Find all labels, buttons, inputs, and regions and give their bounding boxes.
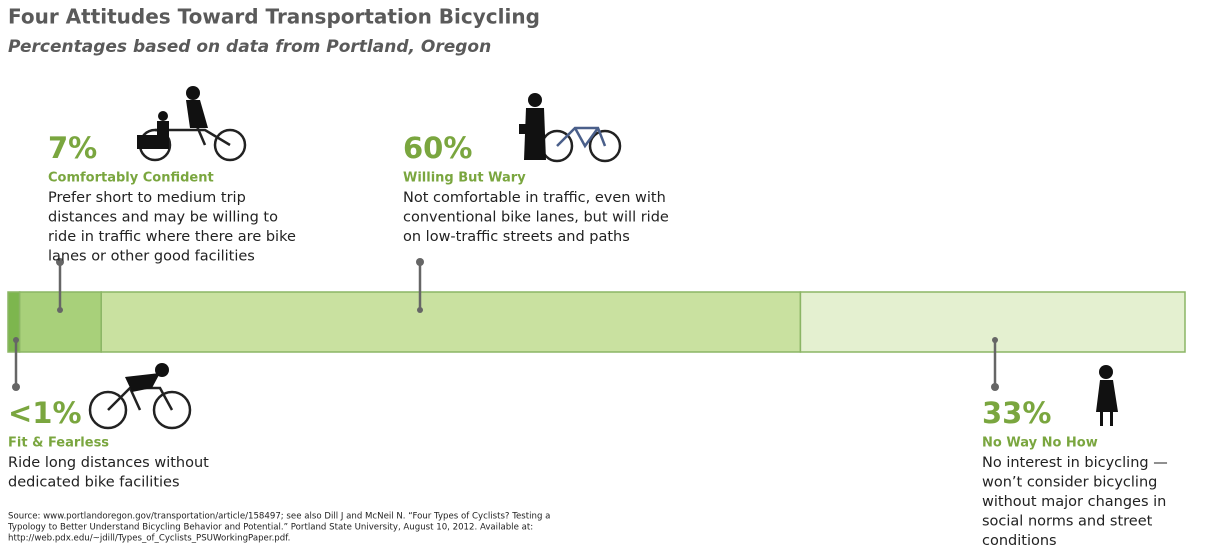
pin-foot bbox=[417, 307, 423, 313]
source-line: http://web.pdx.edu/~jdill/Types_of_Cycli… bbox=[8, 534, 290, 544]
category-name: Willing But Wary bbox=[403, 171, 526, 186]
pin-foot bbox=[13, 337, 19, 343]
pin-head bbox=[12, 383, 20, 391]
description-line: ride in traffic where there are bike bbox=[48, 229, 296, 245]
description-line: on low-traffic streets and paths bbox=[403, 229, 630, 245]
description-line: No interest in bicycling — bbox=[982, 455, 1168, 471]
pin-head bbox=[416, 258, 424, 266]
value-label: 33% bbox=[982, 396, 1051, 430]
bar-segment bbox=[799, 291, 1186, 353]
chart-subtitle: Percentages based on data from Portland,… bbox=[8, 37, 491, 57]
bar-segment bbox=[7, 291, 21, 353]
description-line: distances and may be willing to bbox=[48, 210, 278, 226]
description-line: Prefer short to medium trip bbox=[48, 190, 246, 206]
category-name: Fit & Fearless bbox=[8, 436, 109, 451]
description-line: social norms and street bbox=[982, 514, 1153, 530]
value-label: 7% bbox=[48, 131, 97, 165]
icon-pedestrian bbox=[1096, 365, 1118, 426]
category-name: Comfortably Confident bbox=[48, 171, 214, 186]
value-label: 60% bbox=[403, 131, 472, 165]
description-line: conditions bbox=[982, 533, 1057, 548]
pin-head bbox=[991, 383, 999, 391]
source-line: Source: www.portlandoregon.gov/transport… bbox=[8, 512, 550, 522]
category-name: No Way No How bbox=[982, 436, 1098, 451]
value-label: <1% bbox=[8, 396, 82, 430]
description-line: Ride long distances without bbox=[8, 455, 209, 471]
icon-family-bike bbox=[137, 86, 247, 162]
pin-foot bbox=[57, 307, 63, 313]
description-line: lanes or other good facilities bbox=[48, 249, 255, 265]
description-line: without major changes in bbox=[982, 494, 1166, 510]
description-line: conventional bike lanes, but will ride bbox=[403, 210, 669, 226]
icon-wary-bike bbox=[519, 93, 622, 163]
source-line: Typology to Better Understand Bicycling … bbox=[7, 523, 533, 533]
icon-fearless-bike bbox=[88, 363, 192, 430]
description-line: won’t consider bicycling bbox=[982, 475, 1157, 491]
pin-foot bbox=[992, 337, 998, 343]
bar-segment bbox=[100, 291, 802, 353]
description-line: Not comfortable in traffic, even with bbox=[403, 190, 666, 206]
description-line: dedicated bike facilities bbox=[8, 475, 180, 491]
chart-title: Four Attitudes Toward Transportation Bic… bbox=[8, 5, 540, 29]
pin-head bbox=[56, 258, 64, 266]
